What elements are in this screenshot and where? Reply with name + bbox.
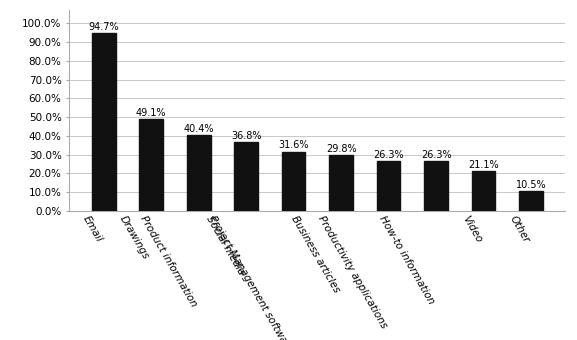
Text: 26.3%: 26.3% [421,150,451,160]
Bar [139,119,163,211]
Bar [519,191,543,211]
Bar [92,33,115,211]
Bar [471,171,496,211]
Text: 31.6%: 31.6% [278,140,309,150]
Bar [234,142,258,211]
Text: 29.8%: 29.8% [326,144,357,154]
Text: 49.1%: 49.1% [136,108,166,118]
Text: 40.4%: 40.4% [183,124,214,134]
Bar [424,162,448,211]
Bar [187,135,211,211]
Text: 10.5%: 10.5% [516,180,546,190]
Text: 36.8%: 36.8% [231,131,261,141]
Bar [329,155,353,211]
Text: 26.3%: 26.3% [373,150,404,160]
Text: 21.1%: 21.1% [469,160,499,170]
Text: 94.7%: 94.7% [88,22,119,32]
Bar [377,162,400,211]
Bar [282,152,305,211]
